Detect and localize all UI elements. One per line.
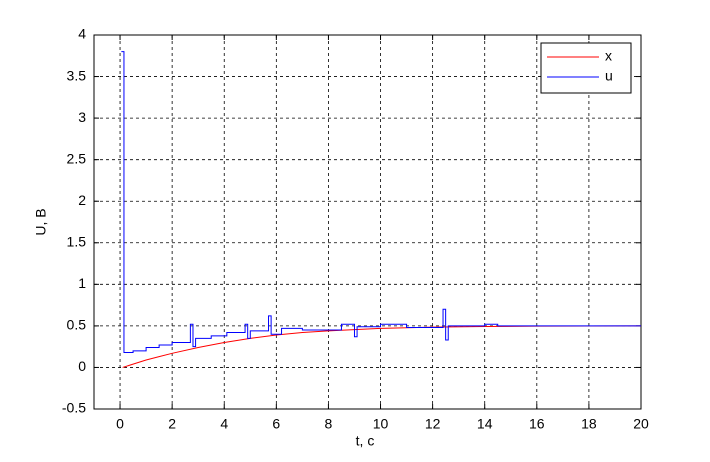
x-tick-label: 8 <box>325 416 333 432</box>
y-tick-label: 2 <box>78 192 86 208</box>
y-tick-label: 2.5 <box>67 150 87 166</box>
legend-label: u <box>605 68 613 84</box>
x-axis-label: t, c <box>356 433 375 449</box>
y-tick-label: 3 <box>78 109 86 125</box>
x-tick-label: 0 <box>116 416 124 432</box>
x-tick-label: 18 <box>581 416 597 432</box>
y-tick-label: 3.5 <box>67 67 87 83</box>
x-tick-label: 12 <box>425 416 441 432</box>
x-tick-label: 4 <box>220 416 228 432</box>
plot-area <box>94 35 641 409</box>
y-tick-label: 0 <box>78 358 86 374</box>
legend-label: x <box>605 48 612 64</box>
y-tick-label: 1.5 <box>67 233 87 249</box>
y-tick-label: -0.5 <box>62 400 86 416</box>
x-tick-label: 16 <box>529 416 545 432</box>
axes-box <box>93 34 642 410</box>
y-tick-label: 4 <box>78 26 86 42</box>
legend-box <box>540 42 632 94</box>
y-axis-label: U, B <box>33 208 49 235</box>
y-tick-label: 1 <box>78 275 86 291</box>
x-tick-label: 6 <box>272 416 280 432</box>
y-tick-label: 0.5 <box>67 317 87 333</box>
x-tick-label: 2 <box>168 416 176 432</box>
x-tick-label: 20 <box>633 416 649 432</box>
x-tick-label: 14 <box>477 416 493 432</box>
series-line <box>121 51 641 353</box>
x-tick-label: 10 <box>373 416 389 432</box>
